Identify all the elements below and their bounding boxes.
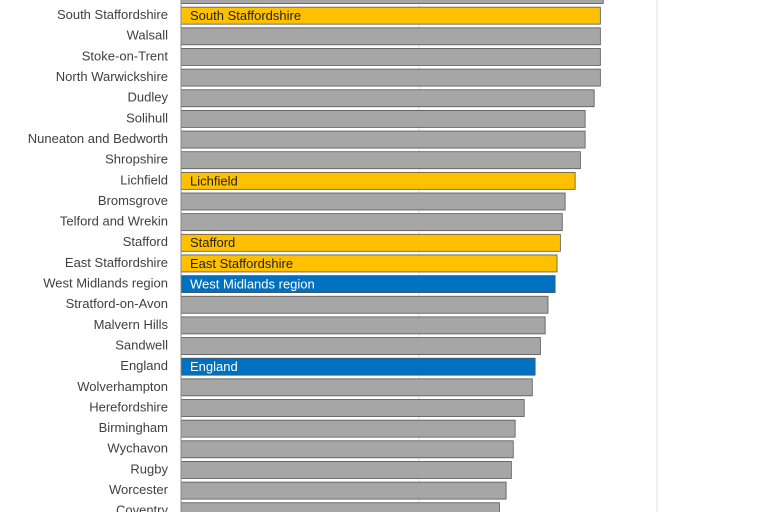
y-tick-label: Bromsgrove (98, 193, 168, 208)
bar (180, 461, 512, 479)
bar (180, 378, 533, 397)
y-tick-label: Coventry (116, 503, 169, 512)
y-tick-label: Wychavon (107, 441, 168, 456)
y-tick-label: Nuneaton and Bedworth (28, 131, 168, 146)
bar (180, 171, 576, 190)
y-tick-label: Solihull (126, 110, 168, 125)
bar-label: Stafford (190, 235, 235, 250)
y-tick-label: Telford and Wrekin (60, 214, 168, 229)
y-tick-label: Walsall (127, 28, 169, 43)
bar (180, 27, 601, 46)
bar-label: Lichfield (190, 173, 238, 188)
bar-label: South Staffordshire (190, 8, 301, 23)
y-tick-label: Herefordshire (89, 399, 168, 414)
bar (180, 316, 546, 335)
bar (180, 110, 586, 128)
bar (180, 0, 604, 4)
bar (180, 151, 581, 170)
y-tick-label: South Staffordshire (57, 7, 168, 22)
y-tick-label: North Warwickshire (56, 69, 168, 84)
bar (180, 48, 601, 66)
bar (180, 213, 563, 232)
bar (180, 481, 507, 500)
y-tick-label: Worcester (109, 482, 169, 497)
y-tick-label: Shropshire (105, 152, 168, 167)
bar (180, 89, 595, 108)
y-tick-label: England (120, 358, 168, 373)
bar-label: England (190, 359, 238, 374)
y-tick-label: Dudley (128, 90, 169, 105)
y-tick-label: Sandwell (115, 337, 168, 352)
y-tick-label: Redditch (117, 0, 168, 1)
y-tick-label: East Staffordshire (65, 255, 168, 270)
bar (180, 295, 549, 314)
bar (180, 68, 601, 87)
y-tick-label: Birmingham (99, 420, 168, 435)
y-tick-label: Stafford (123, 234, 168, 249)
bar (180, 399, 525, 417)
bar-label: East Staffordshire (190, 256, 293, 271)
bar (180, 233, 561, 252)
bar (180, 440, 514, 459)
y-tick-label: Wolverhampton (77, 379, 168, 394)
y-tick-label: Rugby (130, 461, 168, 476)
bar (180, 130, 586, 149)
bar (180, 419, 516, 438)
y-tick-label: Malvern Hills (94, 317, 169, 332)
bar (180, 337, 541, 355)
y-tick-label: Stoke-on-Trent (82, 48, 169, 63)
y-tick-label: Stratford-on-Avon (66, 296, 168, 311)
bar (180, 502, 500, 512)
bar (180, 192, 566, 211)
y-tick-label: West Midlands region (43, 276, 168, 291)
y-tick-label: Lichfield (120, 172, 168, 187)
bar-label: West Midlands region (190, 277, 315, 292)
